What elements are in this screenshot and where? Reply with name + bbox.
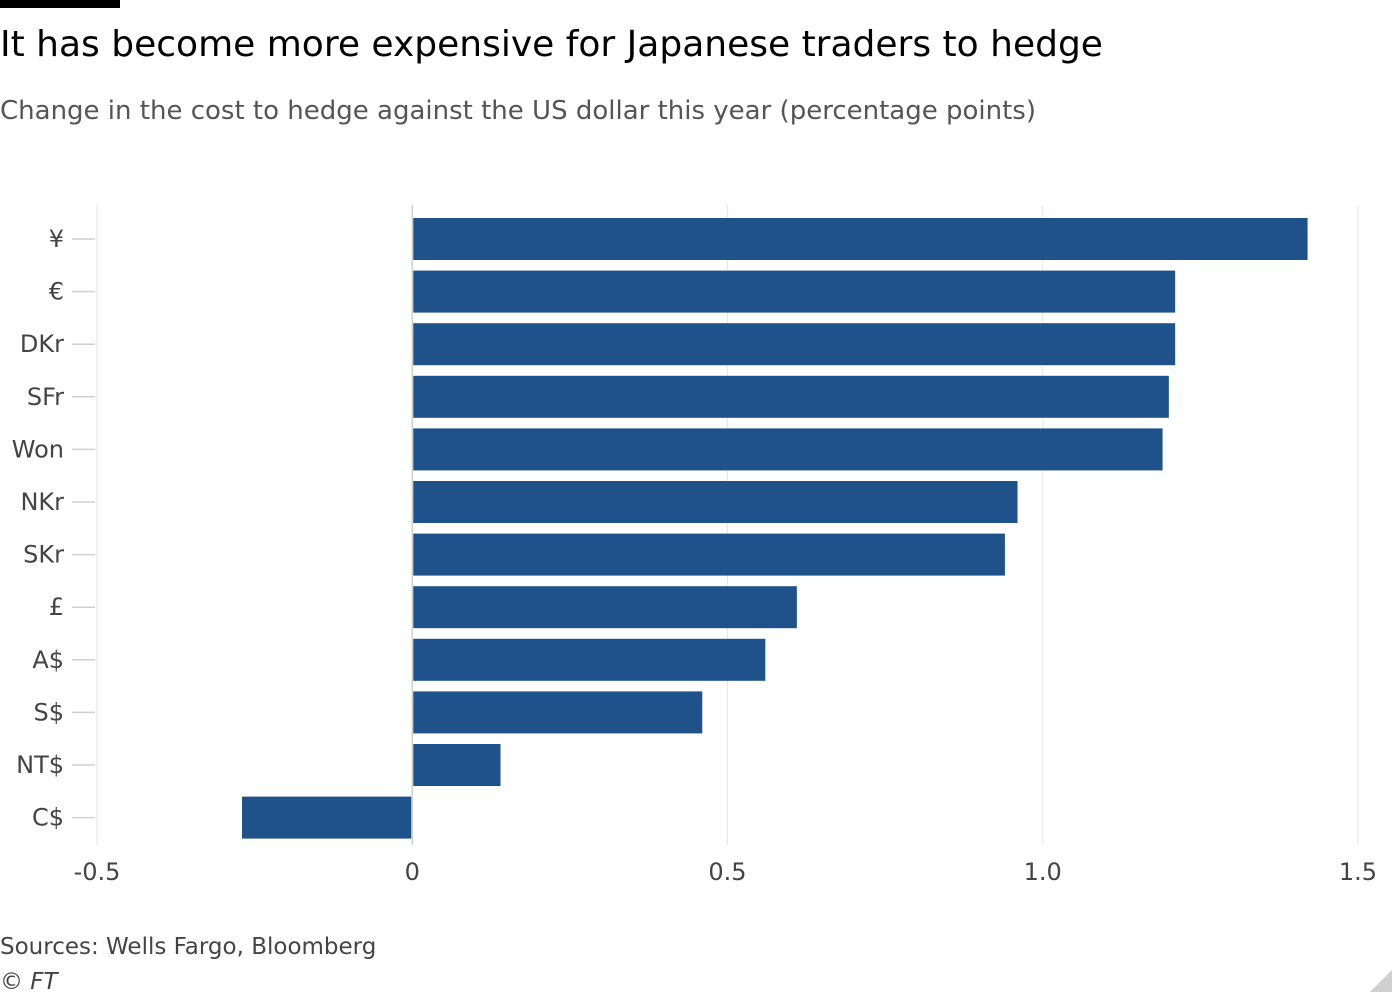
bar — [413, 218, 1308, 260]
bar-chart: -0.5 0 0.5 1.0 1.5 ¥ € DKr SFr Won NKr SKr £ A$ S$ NT$ C… — [12, 205, 1377, 886]
bar — [413, 375, 1169, 418]
category-label: C$ — [32, 804, 64, 832]
category-label: NKr — [20, 488, 64, 516]
x-tick-label: 1.5 — [1339, 858, 1377, 886]
x-tick-label: 0.5 — [708, 858, 746, 886]
category-label: A$ — [32, 646, 64, 674]
category-label: DKr — [20, 330, 64, 358]
bar — [413, 586, 797, 629]
bar — [413, 323, 1176, 366]
category-label: SFr — [27, 383, 64, 411]
ft-credit: © FT — [0, 969, 58, 995]
x-tick-label: 1.0 — [1024, 858, 1062, 886]
bar — [242, 796, 412, 839]
chart-title: It has become more expensive for Japanes… — [0, 24, 1103, 65]
category-label: £ — [49, 593, 64, 621]
bar — [413, 691, 703, 734]
bar — [413, 744, 501, 786]
bar — [413, 270, 1176, 313]
bar — [413, 428, 1163, 471]
x-tick-label: -0.5 — [74, 858, 121, 886]
top-accent-bar — [0, 0, 120, 8]
category-label: € — [49, 278, 64, 306]
category-label: S$ — [33, 698, 64, 726]
x-tick-label: 0 — [405, 858, 420, 886]
bar — [413, 638, 766, 681]
source-note: Sources: Wells Fargo, Bloomberg — [0, 934, 377, 960]
chart-subtitle: Change in the cost to hedge against the … — [0, 96, 1036, 126]
category-label: SKr — [23, 541, 64, 569]
bar — [413, 533, 1005, 576]
bar — [413, 481, 1018, 523]
category-label: NT$ — [16, 751, 64, 779]
category-label: Won — [12, 435, 64, 463]
corner-mark — [1370, 970, 1392, 992]
category-label: ¥ — [49, 225, 64, 253]
